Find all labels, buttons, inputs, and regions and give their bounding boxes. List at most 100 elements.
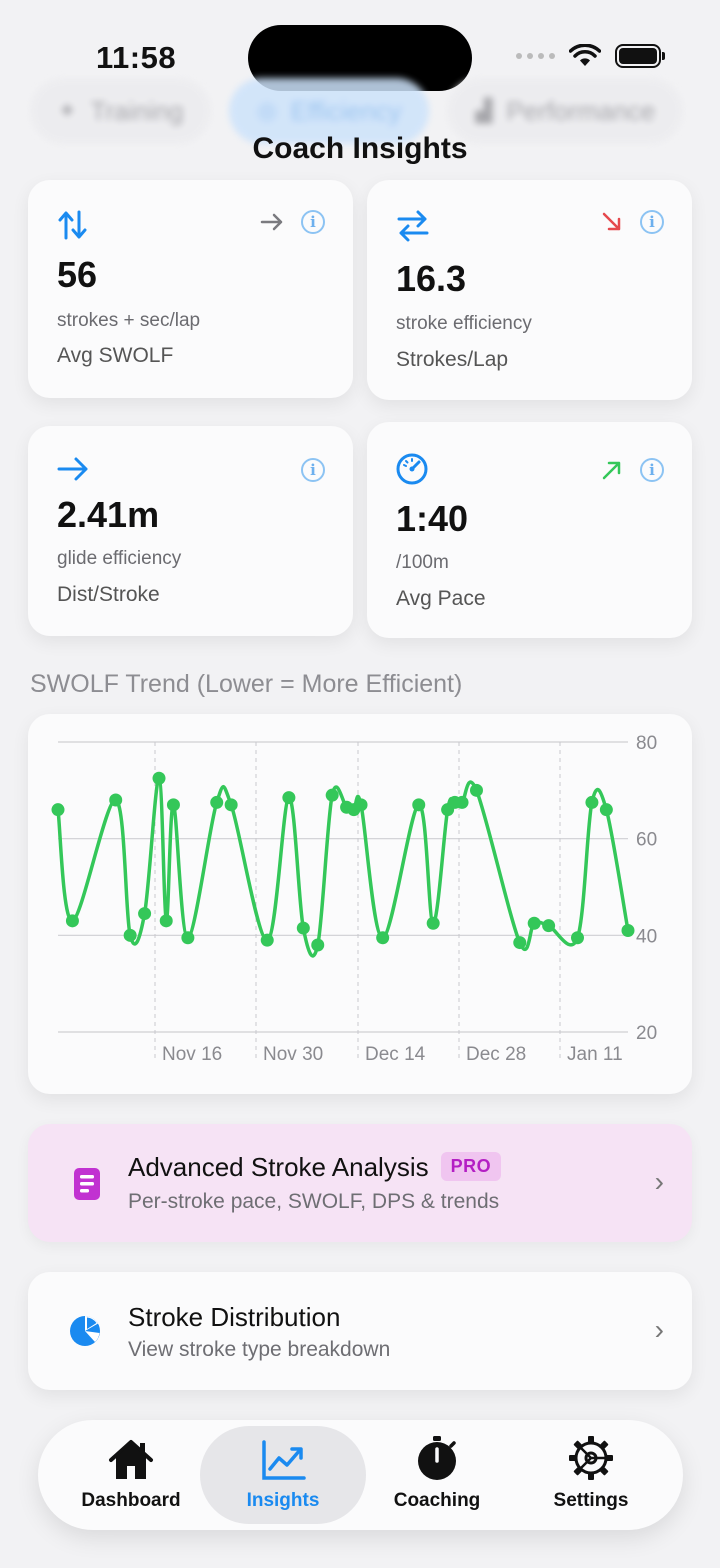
segmented-control: ✦ Training ◎ Efficiency ▟ Performance: [30, 78, 684, 144]
swolf-data-point: [181, 931, 195, 945]
swolf-data-point: [159, 914, 173, 928]
swolf-data-point: [376, 931, 390, 945]
swolf-data-point: [123, 928, 137, 942]
swolf-data-point: [282, 791, 296, 805]
swolf-data-point: [469, 783, 483, 797]
chart-trend-icon: [262, 1440, 306, 1480]
pie-chart-icon: [70, 1316, 100, 1346]
tab-bar: Dashboard Insights Coaching: [38, 1420, 683, 1530]
promo-subtitle: Per-stroke pace, SWOLF, DPS & trends: [128, 1190, 500, 1213]
segment-label: Performance: [506, 95, 656, 126]
metric-value: 16.3: [396, 258, 467, 299]
swolf-data-point: [585, 795, 599, 809]
tab-dashboard[interactable]: Dashboard: [48, 1426, 214, 1524]
x-tick-label: Nov 16: [162, 1044, 222, 1065]
swolf-data-point: [412, 798, 426, 812]
pro-badge: PRO: [440, 1151, 502, 1181]
info-icon[interactable]: i: [640, 458, 664, 482]
x-tick-label: Nov 30: [263, 1044, 323, 1065]
swolf-data-point: [260, 933, 274, 947]
x-tick-label: Jan 11: [567, 1044, 623, 1065]
metric-label: Strokes/Lap: [396, 348, 509, 371]
tab-insights[interactable]: Insights: [200, 1426, 366, 1524]
arrows-left-right-icon: [397, 210, 429, 242]
metric-card-strokes-per-lap[interactable]: i 16.3 stroke efficiency Strokes/Lap: [367, 180, 692, 400]
segment-performance[interactable]: ▟ Performance: [447, 78, 684, 144]
metric-unit: glide efficiency: [57, 548, 182, 569]
swolf-data-point: [513, 936, 527, 950]
advanced-stroke-analysis-card[interactable]: Advanced Stroke Analysis PRO Per-stroke p…: [28, 1124, 692, 1242]
segment-label: Efficiency: [290, 95, 402, 126]
y-tick-label: 80: [636, 733, 657, 754]
speedometer-icon: [396, 453, 428, 485]
wifi-icon: [569, 44, 601, 66]
tab-settings[interactable]: Settings: [508, 1426, 674, 1524]
swolf-data-point: [296, 921, 310, 935]
signal-dots-icon: [516, 53, 555, 59]
info-icon[interactable]: i: [640, 210, 664, 234]
dumbbell-icon: ✦: [58, 98, 77, 123]
trend-flat-icon: [260, 213, 283, 231]
tab-label: Coaching: [393, 1490, 481, 1511]
swolf-data-point: [426, 916, 440, 930]
swolf-data-point: [621, 924, 635, 937]
swolf-data-point: [527, 916, 541, 930]
swolf-data-point: [570, 931, 584, 945]
swolf-data-point: [599, 803, 613, 817]
metric-card-dist-per-stroke[interactable]: i 2.41m glide efficiency Dist/Stroke: [28, 426, 353, 636]
info-icon[interactable]: i: [301, 458, 325, 482]
swolf-chart: 20 40 60 80 Nov 16 Nov 30 Dec 14 Dec 28 Jan 11: [51, 733, 657, 1065]
segment-training[interactable]: ✦ Training: [30, 78, 212, 144]
tab-label: Dashboard: [81, 1490, 181, 1511]
x-tick-label: Dec 14: [365, 1044, 426, 1065]
y-tick-label: 60: [636, 830, 657, 851]
tab-label: Settings: [553, 1490, 629, 1511]
swolf-data-point: [152, 771, 166, 785]
metric-label: Dist/Stroke: [57, 583, 160, 606]
info-icon[interactable]: i: [301, 210, 325, 234]
stopwatch-icon: [418, 1436, 456, 1480]
swolf-data-point: [542, 919, 556, 933]
swolf-data-point: [311, 938, 325, 952]
arrows-up-down-icon: [58, 210, 87, 240]
x-tick-label: Dec 28: [466, 1044, 526, 1065]
swolf-data-point: [109, 793, 123, 807]
swolf-data-point: [354, 798, 368, 812]
chart-section-title: SWOLF Trend (Lower = More Efficient): [30, 670, 463, 698]
tab-label: Insights: [246, 1490, 320, 1511]
promo-title-text: Advanced Stroke Analysis: [128, 1152, 429, 1182]
swolf-data-point: [166, 798, 180, 812]
swolf-chart-card: 20 40 60 80 Nov 16 Nov 30 Dec 14 Dec 28 Jan 11: [28, 714, 692, 1094]
metric-label: Avg SWOLF: [57, 344, 174, 367]
swolf-data-point: [65, 914, 79, 928]
metric-unit: strokes + sec/lap: [57, 310, 201, 331]
promo-title: Advanced Stroke Analysis PRO: [128, 1151, 502, 1184]
gear-icon: [569, 1436, 613, 1480]
swolf-data-point: [455, 795, 469, 809]
trend-up-icon: [602, 461, 621, 480]
metric-value: 2.41m: [57, 494, 160, 535]
swolf-data-point: [224, 798, 238, 812]
segment-efficiency[interactable]: ◎ Efficiency: [229, 78, 430, 144]
y-tick-label: 20: [636, 1023, 657, 1044]
metric-card-avg-pace[interactable]: i 1:40 /100m Avg Pace: [367, 422, 692, 638]
stroke-distribution-card[interactable]: Stroke Distribution View stroke type bre…: [28, 1272, 692, 1390]
house-icon: [109, 1440, 153, 1479]
swolf-data-point: [210, 795, 224, 809]
metric-value: 1:40: [396, 498, 469, 539]
document-icon: [74, 1168, 100, 1200]
battery-icon: [615, 44, 665, 68]
chevron-right-icon: ›: [654, 1314, 664, 1345]
arrow-right-icon: [57, 457, 88, 481]
status-time: 11:58: [96, 40, 177, 75]
tab-coaching[interactable]: Coaching: [354, 1426, 520, 1524]
chart-icon: ▟: [475, 98, 493, 123]
metric-unit: /100m: [396, 552, 449, 573]
metric-card-swolf[interactable]: i 56 strokes + sec/lap Avg SWOLF: [28, 180, 353, 398]
segment-label: Training: [90, 95, 184, 126]
y-tick-label: 40: [636, 926, 657, 947]
gauge-icon: ◎: [257, 98, 277, 123]
metric-label: Avg Pace: [396, 587, 486, 610]
swolf-data-point: [325, 788, 339, 802]
metric-unit: stroke efficiency: [396, 313, 532, 334]
